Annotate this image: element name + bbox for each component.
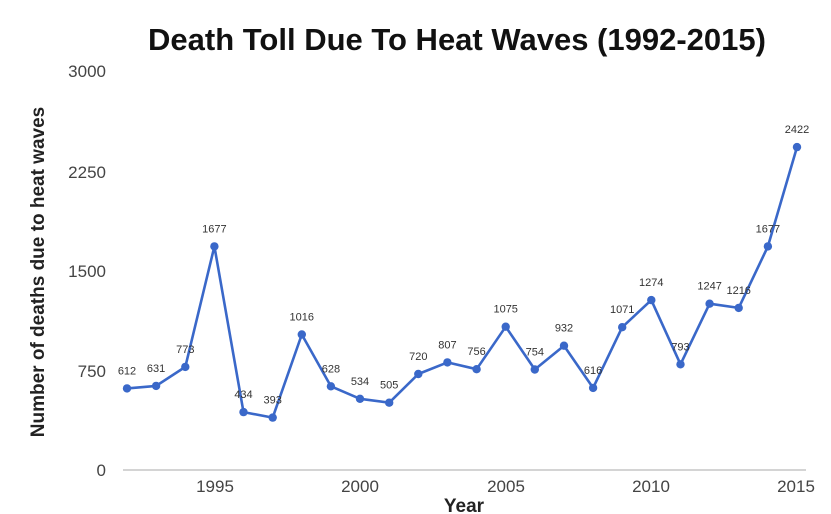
plot-area: 612 631 773 1677 434 393 1016 628 534 505 720 807 75… [118,124,809,422]
data-point [472,365,481,374]
x-tick-label: 2000 [341,477,379,496]
data-point [326,382,336,391]
data-point [297,330,306,339]
data-label: 1016 [290,312,314,324]
x-axis: 1995 2000 2005 2010 2015 [196,477,815,496]
data-label: 756 [467,346,485,358]
data-label: 628 [322,363,340,375]
data-label: 1216 [726,285,750,297]
series-line [126,146,799,419]
data-label: 393 [264,395,282,407]
data-point [588,383,598,393]
data-point [618,323,627,332]
data-label: 1247 [697,281,721,293]
data-label: 616 [584,365,602,377]
x-axis-label: Year [444,496,485,514]
data-point [763,242,773,251]
chart-title: Death Toll Due To Heat Waves (1992-2015) [148,22,766,57]
data-label: 807 [438,339,456,351]
y-tick-label: 1500 [68,262,106,281]
data-point [268,413,277,422]
data-label: 932 [555,323,573,335]
data-point [792,142,802,152]
x-tick-label: 2005 [487,477,525,496]
data-point [501,322,510,331]
y-tick-label: 750 [78,362,106,381]
data-point [414,369,423,379]
data-point [151,381,161,391]
data-label: 631 [147,363,165,375]
data-point [734,303,743,313]
data-point [705,299,714,308]
data-point [676,360,685,369]
y-axis: 3000 2250 1500 750 0 [68,62,106,480]
data-label: 1677 [756,223,780,235]
data-label: 1071 [610,304,634,316]
data-point [647,295,656,305]
data-label: 612 [118,365,136,377]
data-point [181,362,190,372]
data-point [239,407,248,417]
data-point [385,398,394,407]
data-point [443,358,452,367]
data-label: 773 [176,344,194,356]
x-tick-label: 2010 [632,477,670,496]
data-label: 2422 [785,124,809,136]
x-tick-label: 2015 [777,477,815,496]
data-label: 534 [351,376,369,388]
data-label: 793 [671,341,689,353]
data-label: 434 [234,389,252,401]
data-point [530,365,539,374]
data-label: 1677 [202,223,226,235]
data-label: 754 [526,347,544,359]
y-tick-label: 2250 [68,163,106,182]
data-label: 1075 [493,304,517,316]
y-tick-label: 0 [97,461,106,480]
y-axis-label: Number of deaths due to heat waves [28,107,49,437]
data-point [122,384,132,393]
data-label: 720 [409,351,427,363]
y-tick-label: 3000 [68,62,106,81]
data-point [210,242,219,251]
data-point [355,394,365,403]
data-label: 1274 [639,277,663,289]
data-point [559,341,569,350]
data-label: 505 [380,380,398,392]
x-tick-label: 1995 [196,477,234,496]
